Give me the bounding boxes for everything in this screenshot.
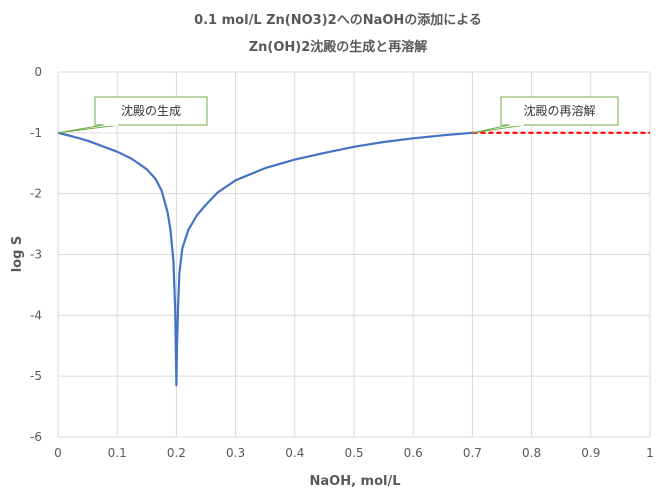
callout-label: 沈殿の再溶解 [523,103,595,118]
x-tick-label: 0.6 [404,446,423,460]
x-tick-label: 0.1 [108,446,127,460]
y-tick-label: -3 [30,248,42,262]
callout-box [500,96,619,126]
tick-labels: 0 0.1 0.2 0.3 0.4 0.5 0.6 0.7 0.8 0.9 1 0 -1 -2 -3 -4 -5… [30,65,654,460]
x-tick-label: 0.3 [226,446,245,460]
callout-label: 沈殿の生成 [121,103,181,118]
gridlines [57,71,651,438]
x-tick-label: 1 [646,446,654,460]
x-tick-label: 0.9 [581,446,600,460]
x-tick-label: 0.7 [463,446,482,460]
y-tick-label: -1 [30,126,42,140]
y-tick-label: 0 [34,65,42,79]
chart-title-line2: Zn(OH)2沈殿の生成と再溶解 [249,39,428,55]
callout-pointer [472,124,526,134]
x-tick-label: 0 [54,446,62,460]
chart-title-line1: 0.1 mol/L Zn(NO3)2へのNaOHの添加による [194,12,482,28]
x-tick-label: 0.4 [285,446,304,460]
callout-box [94,96,208,126]
callout-precipitation: 沈殿の生成 [57,96,208,134]
y-tick-label: -6 [30,430,42,444]
callout-redissolution: 沈殿の再溶解 [472,96,619,134]
annotations: 沈殿の生成 沈殿の再溶解 [57,96,619,134]
x-tick-label: 0.2 [167,446,186,460]
callout-pointer [57,124,120,134]
x-tick-label: 0.5 [344,446,363,460]
y-tick-label: -5 [30,369,42,383]
y-tick-label: -4 [30,308,42,322]
y-tick-label: -2 [30,187,42,201]
x-axis-title: NaOH, mol/L [309,474,400,489]
series-line-log-s [57,131,473,387]
series [57,131,650,387]
y-axis-title: log S [10,236,25,273]
x-tick-label: 0.8 [522,446,541,460]
